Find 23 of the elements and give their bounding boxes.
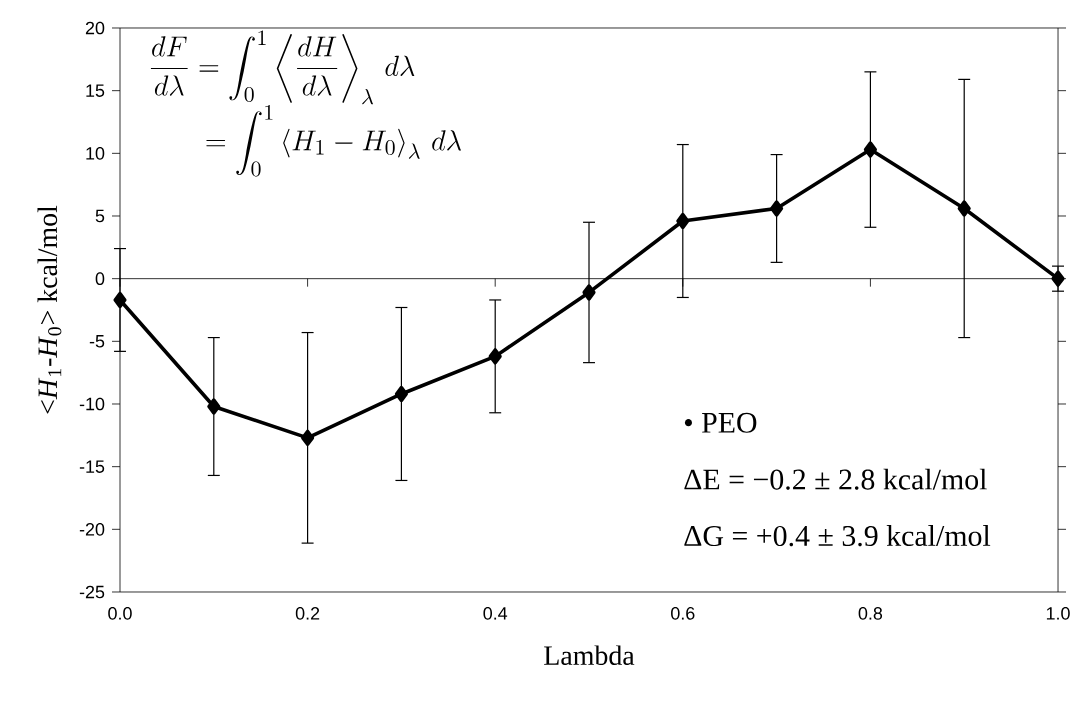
y-tick-label: -15	[79, 460, 105, 473]
y-tick-label: -10	[79, 397, 105, 411]
x-tick-label: 0.8	[858, 607, 883, 620]
y-axis-title: <H$_{1}$-H$_{0}$> kcal/mol	[37, 205, 62, 414]
y-tick-label: -25	[79, 585, 105, 599]
y-tick-label: 10	[86, 146, 105, 160]
y-tick-label: -5	[89, 335, 105, 348]
x-tick-label: 0.2	[295, 607, 320, 620]
annotation: ΔE = −0.2 ± 2.8 kcal/mol	[684, 468, 987, 490]
annotation: $= \int_0^1 \left\langle H_1 - H_0 \right\rangle_{\lambda} \, d\lambda$	[206, 105, 461, 177]
annotation: $\frac{dF}{d\lambda} = \int_0^1 \left\langle \frac{dH}{d\lambda} \right\rangle_{\lambda} \, d\lambda$	[150, 30, 415, 105]
x-tick-label: 0.0	[108, 607, 132, 620]
y-tick-label: 15	[86, 84, 105, 97]
annotation: ΔG = +0.4 ± 3.9 kcal/mol	[684, 525, 991, 547]
y-tick-label: 0	[95, 272, 105, 286]
x-tick-label: 0.4	[483, 607, 508, 620]
x-axis-title: Lambda	[544, 645, 635, 666]
y-tick-label: 5	[95, 209, 105, 223]
y-tick-label: 20	[85, 21, 105, 35]
annotation: • PEO	[684, 412, 757, 433]
x-tick-label: 1.0	[1046, 607, 1070, 620]
y-tick-label: -20	[79, 522, 105, 536]
x-tick-label: 0.6	[671, 607, 695, 620]
